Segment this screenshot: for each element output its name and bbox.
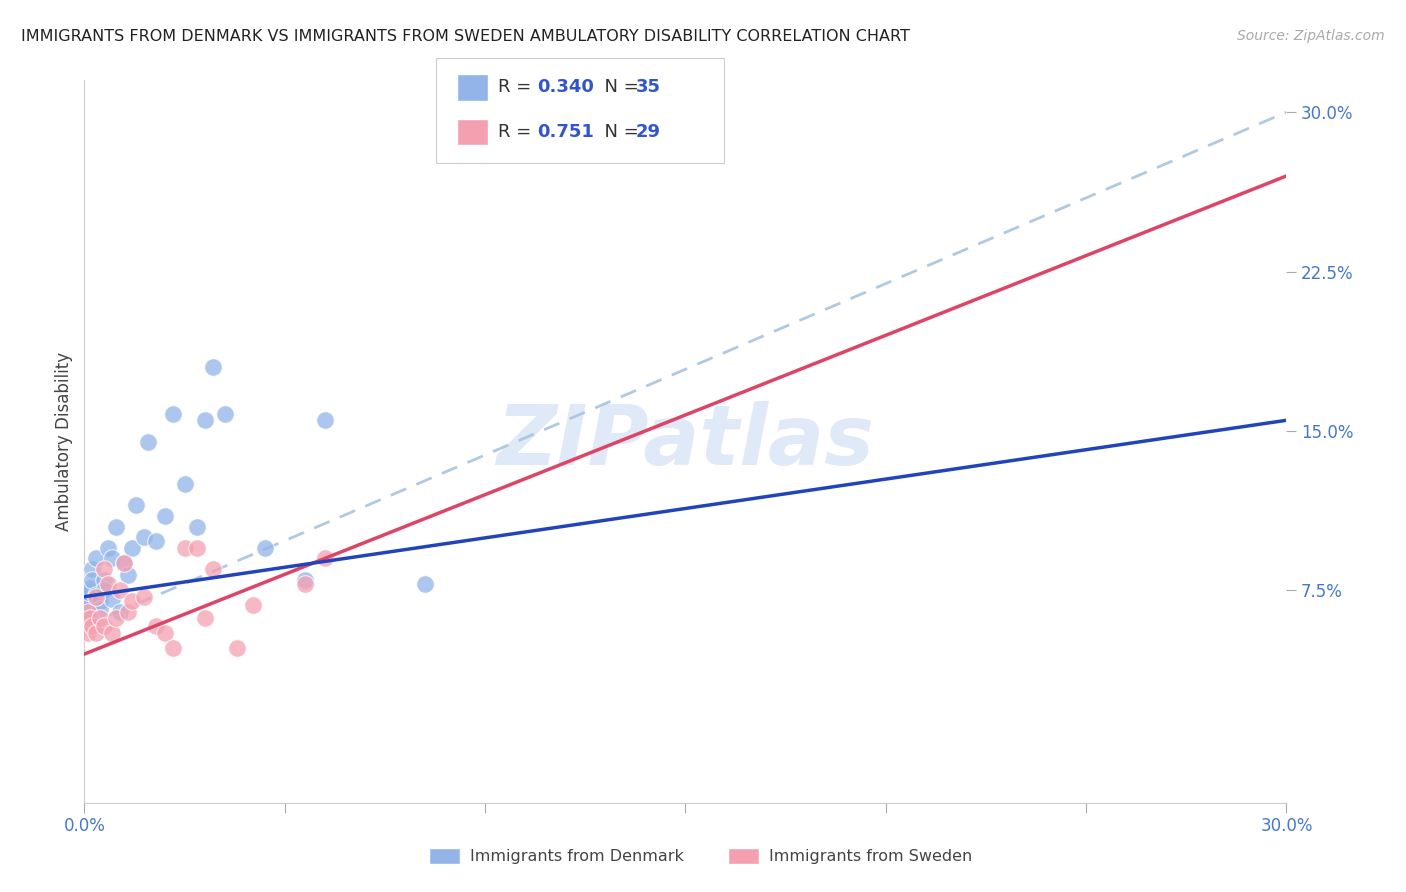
Point — [110, 583, 132, 598]
Point — [145, 534, 167, 549]
Point — [145, 619, 167, 633]
Point — [89, 602, 111, 616]
Point — [82, 562, 104, 576]
Text: 0.751: 0.751 — [537, 123, 593, 141]
Text: ZIPatlas: ZIPatlas — [496, 401, 875, 482]
Point — [82, 619, 104, 633]
Point — [114, 556, 135, 570]
Point — [294, 577, 316, 591]
Point — [186, 519, 208, 533]
Point — [77, 585, 100, 599]
Point — [201, 360, 224, 375]
Point — [93, 573, 115, 587]
Point — [413, 577, 436, 591]
Text: Immigrants from Sweden: Immigrants from Sweden — [769, 849, 973, 863]
Point — [134, 530, 156, 544]
Point — [93, 583, 115, 598]
Point — [79, 611, 101, 625]
Point — [153, 625, 176, 640]
Point — [97, 541, 120, 555]
Point — [173, 541, 195, 555]
Point — [101, 625, 124, 640]
Point — [77, 605, 100, 619]
Point — [294, 573, 316, 587]
Text: 29: 29 — [636, 123, 661, 141]
Point — [77, 625, 100, 640]
Point — [173, 477, 195, 491]
Point — [162, 640, 184, 655]
Point — [242, 598, 264, 612]
Point — [79, 581, 101, 595]
Point — [110, 605, 132, 619]
Text: R =: R = — [498, 78, 537, 96]
Point — [121, 594, 143, 608]
Point — [75, 615, 97, 630]
Point — [134, 590, 156, 604]
Point — [101, 591, 124, 606]
Point — [117, 568, 139, 582]
Point — [93, 562, 115, 576]
Point — [117, 605, 139, 619]
Text: IMMIGRANTS FROM DENMARK VS IMMIGRANTS FROM SWEDEN AMBULATORY DISABILITY CORRELAT: IMMIGRANTS FROM DENMARK VS IMMIGRANTS FR… — [21, 29, 910, 44]
Point — [77, 598, 100, 612]
Point — [89, 594, 111, 608]
Point — [121, 541, 143, 555]
Point — [194, 413, 217, 427]
Point — [101, 551, 124, 566]
Text: N =: N = — [593, 123, 645, 141]
Point — [86, 588, 108, 602]
Point — [253, 541, 276, 555]
Point — [225, 640, 247, 655]
Point — [86, 625, 108, 640]
Point — [97, 577, 120, 591]
Point — [114, 556, 135, 570]
Point — [201, 562, 224, 576]
Point — [186, 541, 208, 555]
Point — [314, 413, 336, 427]
Point — [105, 519, 128, 533]
Y-axis label: Ambulatory Disability: Ambulatory Disability — [55, 352, 73, 531]
Text: Immigrants from Denmark: Immigrants from Denmark — [470, 849, 683, 863]
Point — [125, 498, 148, 512]
Point — [86, 551, 108, 566]
Point — [93, 619, 115, 633]
Point — [162, 407, 184, 421]
Point — [138, 434, 160, 449]
Text: 0.340: 0.340 — [537, 78, 593, 96]
Point — [105, 611, 128, 625]
Text: N =: N = — [593, 78, 645, 96]
Text: R =: R = — [498, 123, 543, 141]
Point — [89, 611, 111, 625]
Text: Source: ZipAtlas.com: Source: ZipAtlas.com — [1237, 29, 1385, 43]
Point — [153, 508, 176, 523]
Text: 35: 35 — [636, 78, 661, 96]
Point — [214, 407, 236, 421]
Point — [75, 590, 97, 604]
Point — [314, 551, 336, 566]
Point — [82, 573, 104, 587]
Point — [86, 590, 108, 604]
Point — [194, 611, 217, 625]
